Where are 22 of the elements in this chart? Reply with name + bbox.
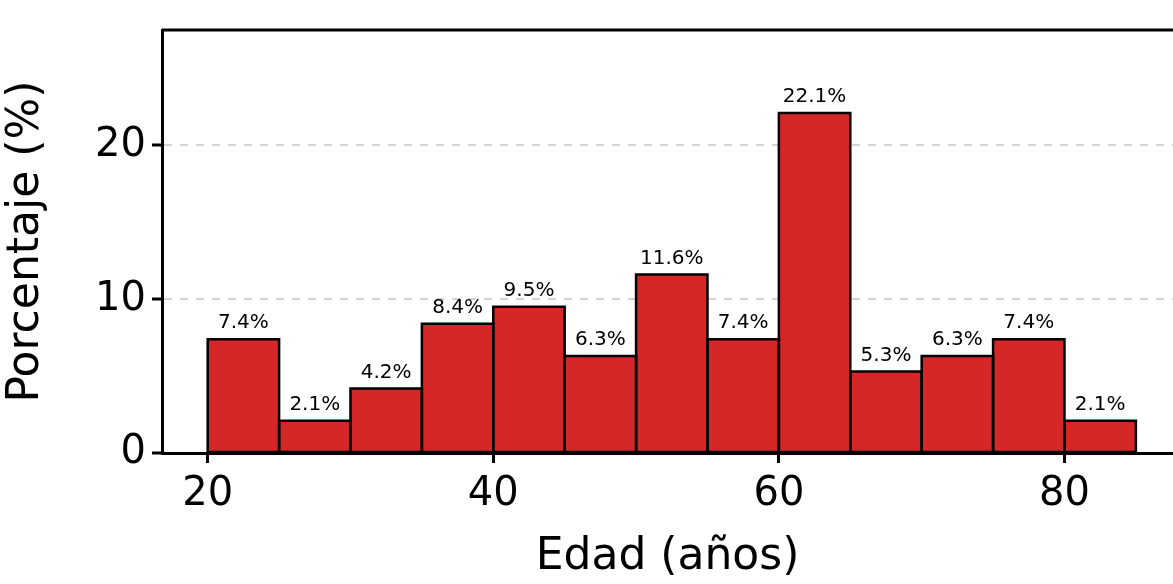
x-axis-title: Edad (años) <box>535 528 800 580</box>
x-tick-label: 60 <box>753 468 805 515</box>
data-label: 7.4% <box>217 309 269 334</box>
data-label: 8.4% <box>432 294 483 318</box>
data-label: 2.1% <box>1074 390 1126 415</box>
data-label: 5.3% <box>860 341 912 366</box>
y-tick-label: 10 <box>95 272 146 319</box>
x-tick-label: 80 <box>1039 468 1090 515</box>
data-label: 6.3% <box>574 326 626 351</box>
x-tick-label: 20 <box>182 468 234 515</box>
y-tick-label: 0 <box>120 426 146 473</box>
x-tick-label: 40 <box>467 468 519 515</box>
data-label: 7.4% <box>717 309 769 334</box>
data-label: 9.5% <box>503 277 555 302</box>
data-label: 4.2% <box>360 358 412 383</box>
data-label: 11.6% <box>640 244 704 269</box>
data-label: 6.3% <box>931 326 983 351</box>
data-label: 22.1% <box>782 83 847 108</box>
y-axis-title: Porcentaje (%) <box>0 80 48 403</box>
data-label: 2.1% <box>289 390 341 415</box>
y-tick-label: 20 <box>95 118 146 165</box>
data-label: 7.4% <box>1003 309 1055 334</box>
